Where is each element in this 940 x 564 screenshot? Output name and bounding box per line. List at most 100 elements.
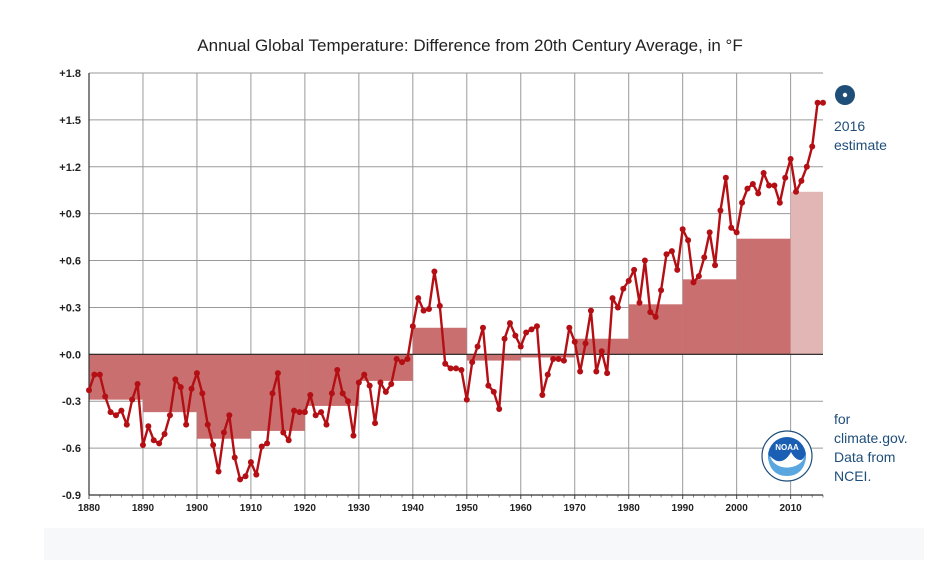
data-point-1971: [577, 368, 584, 375]
estimate-note: 2016 estimate: [834, 117, 887, 155]
data-point-1975: [598, 348, 605, 355]
data-point-1939: [404, 356, 411, 363]
data-point-1903: [210, 441, 217, 448]
noaa-logo-icon: NOAA: [761, 430, 813, 482]
data-point-1966: [550, 356, 557, 363]
decade-bar-2000s: [736, 238, 791, 355]
data-point-1974: [593, 368, 600, 375]
data-point-1977: [609, 295, 616, 302]
data-point-1980: [625, 277, 632, 284]
data-point-1941: [415, 295, 422, 302]
data-point-2002: [744, 185, 751, 192]
y-tick-label: +0.6: [59, 256, 81, 268]
x-tick-label: 1970: [564, 503, 587, 514]
data-point-1893: [156, 440, 163, 447]
data-point-1983: [641, 257, 648, 264]
data-point-1937: [393, 356, 400, 363]
data-point-1981: [631, 266, 638, 273]
data-point-1899: [188, 385, 195, 392]
data-point-1923: [318, 409, 325, 416]
data-point-1990: [679, 226, 686, 233]
data-point-1881: [91, 371, 98, 378]
data-point-1897: [177, 384, 184, 391]
y-tick-label: -0.3: [62, 396, 81, 408]
data-point-1902: [204, 421, 211, 428]
data-point-1967: [555, 356, 562, 363]
data-point-1984: [647, 309, 654, 316]
data-point-1951: [469, 359, 476, 366]
data-point-1987: [663, 251, 670, 258]
noaa-logo-text: NOAA: [775, 443, 799, 452]
data-point-1994: [701, 254, 708, 261]
data-point-1948: [453, 365, 459, 372]
y-tick-label: +0.3: [59, 302, 81, 314]
data-point-2012: [798, 177, 805, 184]
data-point-1950: [463, 396, 470, 403]
data-point-1953: [479, 324, 486, 331]
data-point-2010: [787, 155, 794, 162]
data-point-1942: [420, 307, 427, 314]
data-point-1995: [706, 229, 713, 236]
bottom-band: [44, 528, 924, 560]
data-point-2006: [766, 182, 773, 189]
data-point-1961: [523, 329, 530, 336]
data-point-1962: [528, 326, 535, 333]
data-point-1921: [307, 391, 314, 398]
y-tick-label: -0.9: [62, 490, 81, 502]
data-point-1918: [291, 407, 298, 414]
data-point-1926: [334, 366, 341, 373]
data-point-1973: [587, 307, 594, 314]
data-point-1919: [296, 409, 303, 416]
decade-bar-1960s: [520, 354, 575, 358]
decade-bars: [89, 191, 823, 439]
data-point-1887: [123, 421, 130, 428]
data-point-1933: [372, 420, 379, 427]
y-tick-labels: +1.8 +1.5 +1.2 +0.9 +0.6 +0.3 +0.0 -0.3 -0.6 -0.9: [59, 68, 81, 502]
data-point-1955: [490, 388, 497, 395]
data-point-1906: [226, 412, 233, 419]
data-point-2003: [749, 180, 756, 187]
data-point-1949: [458, 366, 465, 373]
x-tick-label: 1920: [294, 503, 317, 514]
x-tick-label: 1930: [348, 503, 371, 514]
data-point-1957: [501, 335, 508, 342]
data-point-1969: [566, 324, 573, 331]
decade-bar-1930s: [358, 354, 413, 381]
data-point-2011: [793, 188, 800, 195]
data-point-1929: [350, 432, 357, 439]
data-point-1991: [685, 237, 692, 244]
data-point-2016: [820, 99, 826, 106]
data-point-1956: [496, 406, 503, 413]
data-point-1891: [145, 423, 152, 430]
data-point-1898: [183, 421, 190, 428]
data-point-1988: [668, 248, 675, 255]
data-point-1992: [690, 279, 697, 286]
data-point-1912: [258, 443, 265, 450]
data-point-1920: [301, 409, 308, 416]
decade-bar-1890s: [142, 354, 197, 413]
data-point-1889: [134, 381, 141, 388]
data-point-2014: [809, 143, 816, 150]
axes: [88, 73, 824, 499]
data-point-1884: [107, 409, 114, 416]
data-point-1963: [533, 323, 540, 330]
y-tick-label: +1.8: [59, 68, 81, 80]
data-point-1944: [431, 268, 438, 275]
x-tick-label: 1990: [672, 503, 695, 514]
data-point-1928: [345, 398, 352, 405]
data-point-1896: [172, 376, 179, 383]
data-point-1935: [382, 388, 389, 395]
x-tick-label: 1980: [618, 503, 641, 514]
data-point-1960: [517, 343, 524, 350]
x-tick-label: 2010: [779, 503, 802, 514]
data-point-1958: [506, 320, 513, 327]
data-point-1880: [86, 387, 92, 394]
credit-note: for climate.gov. Data from NCEI.: [834, 410, 908, 486]
data-point-1970: [571, 338, 578, 345]
y-tick-label: -0.6: [62, 443, 81, 455]
data-point-1901: [199, 390, 206, 397]
data-point-1892: [150, 437, 157, 444]
credit-line-1: for: [834, 411, 851, 427]
data-point-1916: [280, 429, 287, 436]
